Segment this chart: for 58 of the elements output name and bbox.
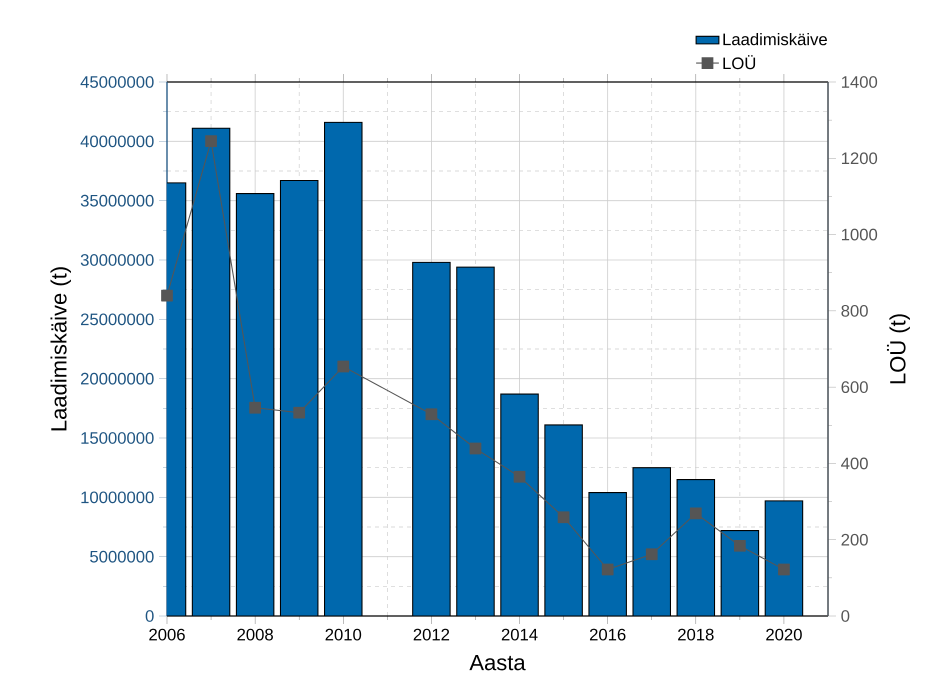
legend-label: LOÜ [723, 55, 756, 70]
y-tick-label: 10000000 [81, 491, 154, 504]
y-tick-label: 0 [146, 610, 154, 622]
bar [236, 193, 274, 616]
y-tick-label: 40000000 [80, 135, 154, 148]
point [734, 540, 746, 552]
y2-tick-label: 0 [841, 610, 850, 622]
y-axis-title: Laadimiskäive (t) [50, 267, 71, 430]
bar [280, 180, 318, 616]
y-tick-label: 30000000 [80, 254, 154, 266]
point [426, 408, 438, 420]
bar [192, 128, 230, 616]
x-tick-label: 2010 [326, 628, 362, 641]
y2-tick-label: 400 [841, 458, 868, 470]
y-tick-label: 35000000 [80, 194, 154, 207]
bar [324, 122, 363, 616]
point [646, 548, 658, 560]
bar [412, 262, 451, 616]
bar [764, 500, 804, 616]
point [778, 564, 790, 576]
y2-tick-label: 200 [842, 534, 868, 546]
point [249, 402, 261, 414]
y2-tick-label: 1000 [842, 228, 878, 240]
point [470, 442, 482, 454]
x-tick-label: 2012 [414, 628, 450, 641]
y2-tick-label: 1200 [842, 152, 878, 164]
bar [632, 467, 671, 616]
x-tick-label: 2020 [766, 628, 802, 641]
x-tick-label: 2018 [678, 628, 714, 641]
bar [676, 479, 716, 616]
x-tick-label: 2006 [149, 628, 185, 641]
y-tick-label: 20000000 [80, 372, 154, 385]
point [690, 508, 702, 520]
point [558, 511, 570, 524]
point [514, 470, 526, 483]
y-tick-label: 45000000 [80, 76, 154, 88]
y2-tick-label: 1400 [842, 76, 878, 88]
x-axis-title: Aasta [469, 654, 526, 670]
bar [544, 424, 583, 616]
bar [720, 530, 760, 616]
x-tick-label: 2016 [590, 628, 626, 641]
point [205, 135, 217, 147]
y-tick-label: 15000000 [81, 432, 154, 444]
y-tick-label: 25000000 [80, 313, 154, 326]
point [293, 406, 306, 419]
bar [588, 492, 627, 616]
x-tick-label: 2008 [237, 628, 273, 641]
y2-tick-label: 800 [841, 304, 868, 317]
point [337, 360, 350, 372]
point [602, 564, 614, 576]
legend-label: Laadimiskäive [723, 33, 827, 46]
point [161, 290, 173, 302]
y2-axis-title: LOÜ (t) [886, 314, 910, 384]
y-tick-label: 5000000 [90, 550, 154, 563]
y2-tick-label: 600 [842, 381, 868, 394]
bar [456, 266, 495, 616]
x-tick-label: 2014 [502, 628, 538, 641]
bar [500, 394, 539, 616]
